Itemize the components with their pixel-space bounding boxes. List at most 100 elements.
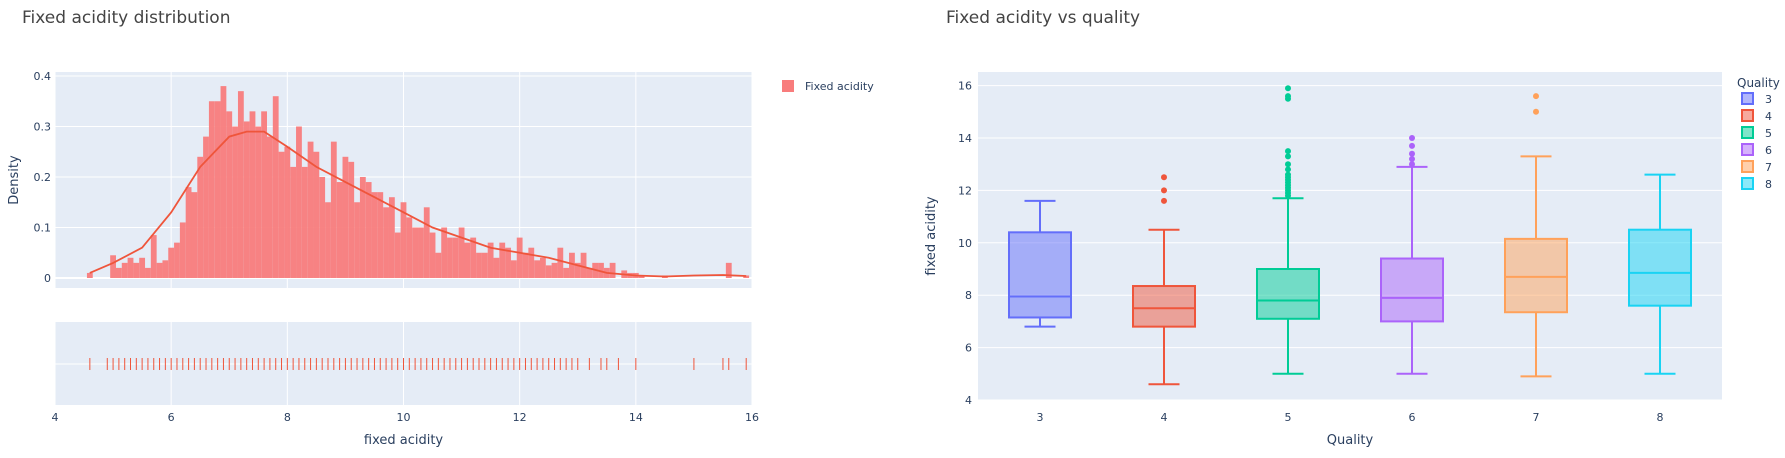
histogram-bar <box>133 262 140 278</box>
histogram-bar <box>458 227 465 278</box>
box-iqr <box>1628 228 1692 307</box>
boxplot-legend-swatch <box>1741 92 1754 105</box>
histogram-bar <box>435 252 442 278</box>
box-quality-8 <box>1628 173 1692 375</box>
histogram-bar <box>528 247 535 278</box>
boxplot-y-tick-label: 16 <box>958 80 972 93</box>
box-outlier <box>1409 155 1415 162</box>
histogram-bar <box>261 111 268 278</box>
histogram-bar <box>232 126 238 278</box>
box-quality-3 <box>1008 199 1072 328</box>
histogram-bar <box>121 262 128 278</box>
box-quality-4 <box>1132 174 1196 386</box>
histogram-bar <box>400 202 407 278</box>
histogram-bar <box>348 161 355 278</box>
histogram-bar <box>609 262 616 278</box>
box-outlier <box>1285 85 1291 92</box>
histogram-x-tick-label: 12 <box>513 411 527 424</box>
histogram-bar <box>150 235 157 278</box>
box-outlier <box>1409 161 1415 168</box>
histogram-bar <box>313 151 320 278</box>
histogram-bar <box>208 101 215 278</box>
boxplot-x-tick-label: 4 <box>1161 411 1168 424</box>
histogram-bar <box>307 141 314 278</box>
histogram-bar <box>743 275 750 278</box>
histogram-bar <box>214 101 221 278</box>
boxplot-y-tick-label: 4 <box>965 394 972 407</box>
histogram-x-tick-label: 16 <box>745 411 759 424</box>
histogram-bar <box>325 202 331 278</box>
box-outlier <box>1285 161 1291 168</box>
boxplot-x-tick-label: 8 <box>1657 411 1664 424</box>
box-outlier <box>1409 135 1415 141</box>
histogram-x-tick-label: 8 <box>284 411 291 424</box>
histogram-bar <box>429 232 436 278</box>
histogram-bar <box>336 182 343 278</box>
histogram-bar <box>354 202 360 278</box>
boxplot-x-tick-label: 5 <box>1285 411 1292 424</box>
legend-label-fixed-acidity: Fixed acidity <box>805 80 874 93</box>
histogram-bar <box>168 247 175 278</box>
histogram-bar <box>243 121 250 278</box>
histogram-bar <box>563 267 570 278</box>
histogram-bar <box>470 237 477 278</box>
box-quality-5 <box>1256 85 1320 375</box>
box-iqr <box>1132 285 1196 328</box>
histogram-bar <box>447 237 453 278</box>
histogram-bar <box>516 237 523 278</box>
histogram-x-tick-label: 10 <box>397 411 411 424</box>
boxplot-y-tick-label: 8 <box>965 289 972 302</box>
boxplot-title: Fixed acidity vs quality <box>946 8 1141 28</box>
histogram-bar <box>412 227 419 278</box>
histogram-bar <box>267 136 273 278</box>
histogram-bar <box>388 197 395 278</box>
boxplot-y-tick-label: 6 <box>965 342 972 355</box>
box-iqr <box>1504 237 1568 314</box>
boxplot-legend-label: 7 <box>1765 161 1772 174</box>
boxplot-legend-label: 3 <box>1765 93 1772 106</box>
boxplot-y-tick-label: 10 <box>958 237 972 250</box>
histogram-bar <box>406 217 413 278</box>
histogram-bar <box>418 227 424 278</box>
histogram-bar <box>725 262 732 278</box>
histogram-bar <box>319 177 326 278</box>
kde-line <box>89 130 747 278</box>
histogram-bar <box>510 260 517 278</box>
box-outlier <box>1161 187 1167 194</box>
histogram-bar <box>249 111 256 278</box>
histogram-bar <box>534 260 540 278</box>
histogram-bar <box>255 126 262 278</box>
histogram-y-tick-label: 0.4 <box>34 70 52 83</box>
histogram-y-tick-label: 0.3 <box>34 121 52 134</box>
box-outlier <box>1409 142 1415 149</box>
histogram-bar <box>359 177 366 278</box>
histogram-bar <box>476 252 482 278</box>
box-outlier <box>1285 153 1291 160</box>
box-outlier <box>1285 93 1291 100</box>
box-outlier <box>1161 174 1167 181</box>
histogram-bar <box>551 262 558 278</box>
histogram-bar <box>272 96 279 278</box>
histogram-bar <box>545 265 552 278</box>
boxplot-legend-swatch <box>1741 177 1754 190</box>
histogram-bar <box>179 222 186 278</box>
histogram-title: Fixed acidity distribution <box>22 8 231 28</box>
histogram-bar <box>342 156 349 278</box>
histogram-bar <box>493 257 500 278</box>
histogram-y-tick-label: 0 <box>44 272 51 285</box>
boxplot-legend-swatch <box>1741 109 1754 122</box>
histogram-bar <box>139 257 146 278</box>
histogram-x-tick-label: 14 <box>629 411 643 424</box>
histogram-bar <box>278 151 285 278</box>
histogram-bar <box>174 242 180 278</box>
histogram-bar <box>586 267 593 278</box>
histogram-bar <box>86 272 93 278</box>
histogram-bar <box>539 257 546 278</box>
histogram-bar <box>481 252 488 278</box>
histogram-bar <box>145 267 151 278</box>
histogram-bar <box>505 247 511 278</box>
histogram-bar <box>569 252 575 278</box>
histogram-bar <box>290 166 297 278</box>
histogram-bar <box>296 126 302 278</box>
histogram-bar <box>156 262 163 278</box>
